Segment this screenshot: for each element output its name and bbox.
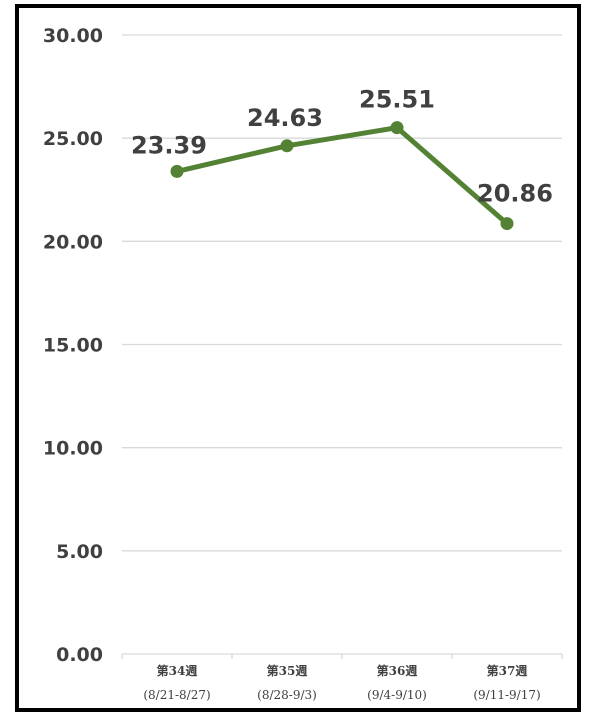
data-label: 20.86 [477,180,553,208]
series-line [174,125,510,227]
x-tick-label-range: (9/4-9/10) [367,688,427,702]
y-axis-ticks: 0.00 5.00 10.00 15.00 20.00 25.00 30.00 [43,25,103,666]
gridlines [122,34,562,552]
data-labels: 23.39 24.63 25.51 20.86 [131,86,553,208]
x-tick-label-week: 第36週 [377,663,418,678]
y-tick-label: 5.00 [56,541,103,563]
data-label: 25.51 [359,86,435,114]
y-tick-label: 30.00 [43,25,103,47]
y-tick-label: 10.00 [43,438,103,460]
x-tick-label-range: (8/28-9/3) [257,688,317,702]
chart-frame [15,4,581,712]
y-tick-label: 20.00 [43,231,103,253]
data-point [170,164,184,178]
data-label: 24.63 [247,104,323,132]
x-tick-label-week: 第35週 [267,663,308,678]
x-tick-label-week: 第37週 [487,663,528,678]
x-tick-label-range: (9/11-9/17) [473,688,540,702]
data-point [390,121,404,135]
y-tick-label: 15.00 [43,335,103,357]
data-point [280,139,294,153]
x-tick-label-range: (8/21-8/27) [143,688,210,702]
x-axis-ticks: 第34週 (8/21-8/27) 第35週 (8/28-9/3) 第36週 (9/4-9/… [143,663,540,702]
y-tick-label: 25.00 [43,128,103,150]
x-axis [121,653,563,659]
data-point [500,217,514,231]
data-label: 23.39 [131,131,207,159]
x-tick-label-week: 第34週 [157,663,198,678]
y-tick-label: 0.00 [56,644,103,666]
series-layer [170,121,514,231]
